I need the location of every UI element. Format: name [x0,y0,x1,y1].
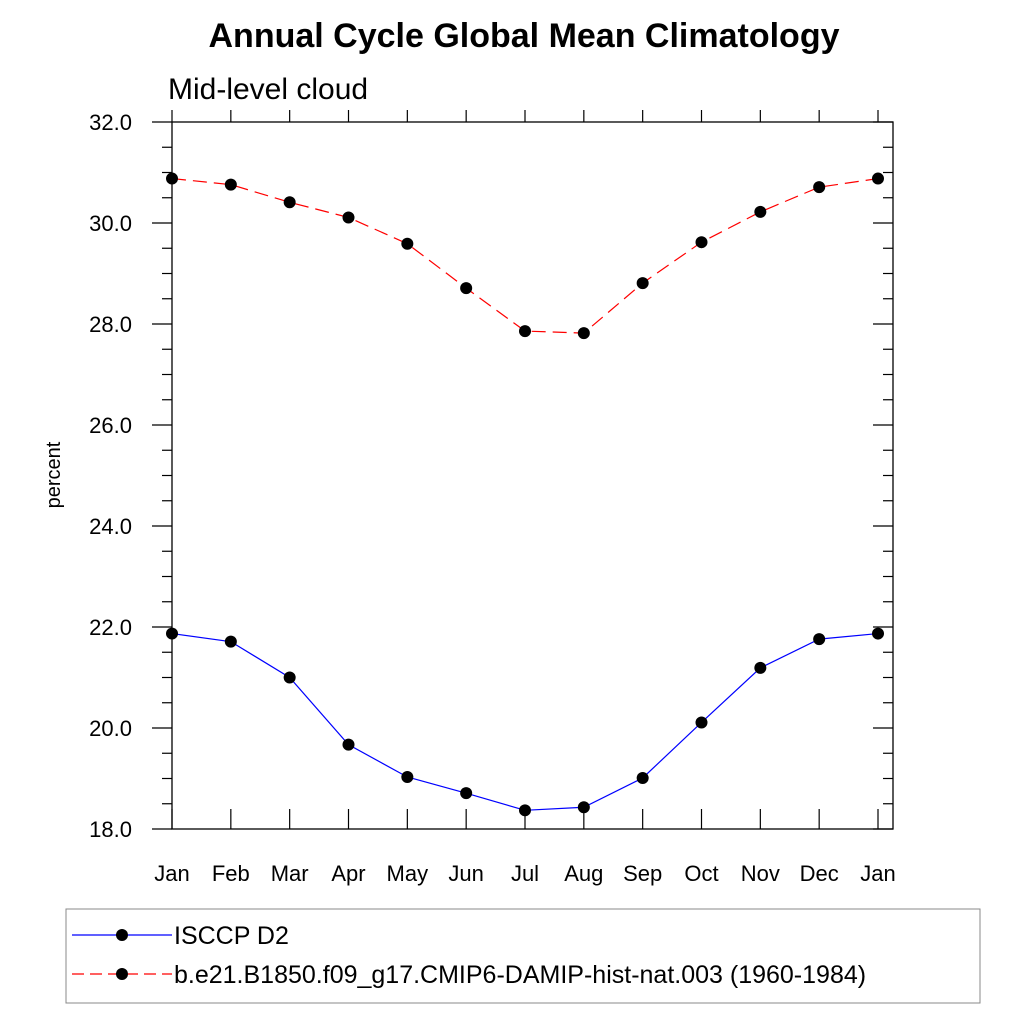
y-tick-label: 18.0 [89,817,132,842]
data-point [754,205,767,218]
y-tick-label: 28.0 [89,312,132,337]
data-point [813,181,826,194]
data-point [166,627,178,640]
legend-label-isccp: ISCCP D2 [174,922,289,950]
series-line [171,632,879,811]
x-tick-label: Aug [564,861,603,886]
data-point [636,277,649,290]
data-point [872,172,884,185]
legend-box [65,908,981,1004]
data-point [695,236,708,249]
x-tick-label: Mar [271,861,309,886]
data-point [636,771,649,784]
data-point [813,633,826,646]
x-tick-label: Sep [623,861,662,886]
y-tick-label: 30.0 [89,211,132,236]
data-point [519,325,531,338]
data-point [166,172,178,185]
x-tick-label: Jan [154,861,189,886]
data-point [401,770,414,783]
data-point [519,804,531,817]
x-tick-labels: Jan Feb Mar Apr May Jun Jul Aug Sep Oct Nov Dec Jan [154,861,895,886]
x-tick-label: Jul [511,861,539,886]
x-tick-label: Jun [448,861,483,886]
data-point [224,178,237,191]
y-tick-labels: 18.0 20.0 22.0 24.0 26.0 28.0 30.0 32.0 [89,110,132,842]
series-line [171,177,879,334]
data-point [283,196,296,209]
chart-title: Annual Cycle Global Mean Climatology [209,17,840,55]
legend: ISCCP D2 b.e21.B1850.f09_g17.CMIP6-DAMIP… [65,908,981,1004]
data-point [224,635,237,648]
data-point [577,801,590,814]
plot-frame [171,121,894,830]
data-point [342,738,355,751]
data-point [577,327,590,340]
data-point [754,661,767,674]
x-tick-label: Oct [684,861,718,886]
y-tick-label: 24.0 [89,514,132,539]
legend-label-model: b.e21.B1850.f09_g17.CMIP6-DAMIP-hist-nat… [174,961,866,989]
y-tick-label: 32.0 [89,110,132,135]
data-point [460,787,473,800]
data-point [695,716,708,729]
y-tick-label: 26.0 [89,413,132,438]
series-0 [166,627,884,817]
y-tick-label: 22.0 [89,615,132,640]
x-tick-label: May [387,861,429,886]
x-tick-label: Feb [212,861,250,886]
x-tick-label: Apr [331,861,365,886]
x-tick-label: Jan [860,861,895,886]
data-point [401,237,414,250]
data-point [460,282,473,295]
legend-marker-isccp [116,929,128,941]
chart-subtitle: Mid-level cloud [168,73,368,106]
series-1 [166,172,884,340]
series-layer [166,172,884,817]
legend-marker-model [116,968,128,980]
y-axis-label: percent [43,441,65,508]
data-point [872,627,884,640]
x-tick-label: Dec [800,861,839,886]
data-point [283,671,296,684]
y-tick-label: 20.0 [89,716,132,741]
data-point [342,211,355,224]
axes [152,110,894,830]
x-tick-label: Nov [741,861,780,886]
